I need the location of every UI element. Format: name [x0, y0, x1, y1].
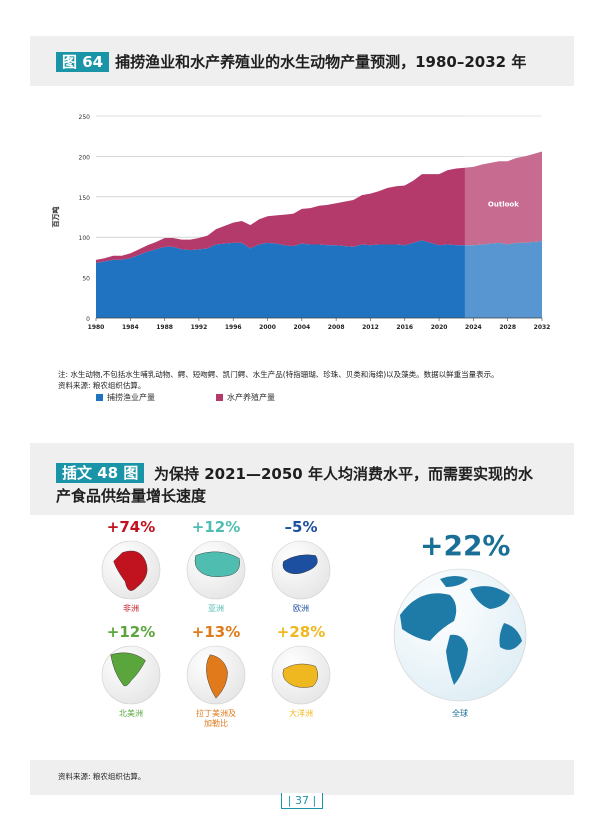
region-growth-value: +13% [191, 623, 241, 641]
x-tick-label: 1984 [122, 324, 139, 331]
x-tick-label: 1996 [225, 324, 242, 331]
y-tick-label: 200 [79, 154, 91, 161]
region-growth-value: +74% [106, 518, 156, 536]
legend-capture: 捕捞渔业产量 [96, 392, 155, 403]
figure-48-panel: 插文 48 图 为保持 2021—2050 年人均消费水平，而需要实现的水产食品… [30, 443, 574, 795]
legend-label-aquaculture: 水产养殖产量 [227, 393, 275, 402]
x-tick-label: 1988 [156, 324, 173, 331]
region-name: 北美洲 [119, 709, 143, 718]
region-growth-value: +12% [106, 623, 156, 641]
x-tick-label: 2016 [396, 324, 413, 331]
latin-america-globe-icon [185, 644, 247, 710]
legend-aquaculture: 水产养殖产量 [216, 392, 275, 403]
y-axis-label: 百万吨 [51, 207, 60, 228]
europe-globe-icon [270, 539, 332, 605]
legend-swatch-aquaculture [216, 394, 223, 401]
region-growth-value: +22% [420, 529, 511, 562]
world-globe-icon [392, 567, 528, 707]
outlook-label: Outlook [488, 200, 519, 208]
series-area-capture [96, 240, 542, 318]
page-number: | 37 | [0, 789, 604, 809]
x-tick-label: 2024 [465, 324, 482, 331]
figure-48-source: 资料来源: 粮农组织估算。 [58, 772, 146, 781]
region-name: 亚洲 [208, 604, 224, 613]
x-tick-label: 2004 [293, 324, 310, 331]
region-name: 非洲 [123, 604, 139, 613]
x-tick-label: 2000 [259, 324, 276, 331]
figure-48-tag: 插文 48 图 [56, 463, 145, 483]
y-tick-label: 100 [79, 235, 91, 242]
globes-area: +74% 非洲 +12% 亚洲 –5% 欧洲 +12% 北美洲 +13% 拉丁美洲及 加勒… [30, 515, 574, 760]
asia-globe-icon [185, 539, 247, 605]
x-tick-label: 2032 [534, 324, 551, 331]
x-tick-label: 2008 [328, 324, 345, 331]
outlook-shade [464, 112, 542, 318]
region-name: 全球 [452, 709, 468, 718]
region-growth-value: –5% [284, 518, 318, 536]
production-chart: 0 50 100 150 200 250 百万吨 Outlook 1980 1984 1988 199… [51, 112, 551, 331]
region-growth-value: +28% [276, 623, 326, 641]
figure-64-note: 注: 水生动物,不包括水生哺乳动物、鳄、短吻鳄、凯门鳄、水生产品(特指珊瑚、珍珠… [58, 370, 499, 379]
figure-48-title: 为保持 2021—2050 年人均消费水平，而需要实现的水产食品供给量增长速度 [56, 465, 533, 505]
region-growth-value: +12% [191, 518, 241, 536]
legend-swatch-capture [96, 394, 103, 401]
y-tick-label: 250 [79, 114, 91, 121]
y-tick-label: 150 [79, 195, 91, 202]
x-tick-label: 2028 [499, 324, 516, 331]
region-name: 拉丁美洲及 加勒比 [196, 709, 236, 728]
x-tick-label: 2012 [362, 324, 379, 331]
x-tick-label: 1980 [88, 324, 105, 331]
region-name: 大洋洲 [289, 709, 313, 718]
north-america-globe-icon [100, 644, 162, 710]
figure-64-panel: 图 64 捕捞渔业和水产养殖业的水生动物产量预测，1980–2032 年 0 50… [30, 36, 574, 402]
x-tick-label: 2020 [431, 324, 448, 331]
x-tick-label: 1992 [191, 324, 208, 331]
page-number-label: | 37 | [280, 793, 324, 809]
figure-64-tag: 图 64 [56, 52, 110, 72]
y-tick-label: 0 [86, 316, 90, 323]
figure-64-title: 捕捞渔业和水产养殖业的水生动物产量预测，1980–2032 年 [115, 53, 527, 71]
figure-64-source: 资料来源: 粮农组织估算。 [58, 381, 146, 390]
chart-area: 0 50 100 150 200 250 百万吨 Outlook 1980 1984 1988 199… [30, 86, 574, 402]
legend-label-capture: 捕捞渔业产量 [107, 393, 155, 402]
series-area-aquaculture [96, 151, 542, 264]
figure-64-header: 图 64 捕捞渔业和水产养殖业的水生动物产量预测，1980–2032 年 [56, 52, 526, 72]
oceania-globe-icon [270, 644, 332, 710]
africa-globe-icon [100, 539, 162, 605]
y-tick-label: 50 [82, 276, 90, 283]
region-name: 欧洲 [293, 604, 309, 613]
